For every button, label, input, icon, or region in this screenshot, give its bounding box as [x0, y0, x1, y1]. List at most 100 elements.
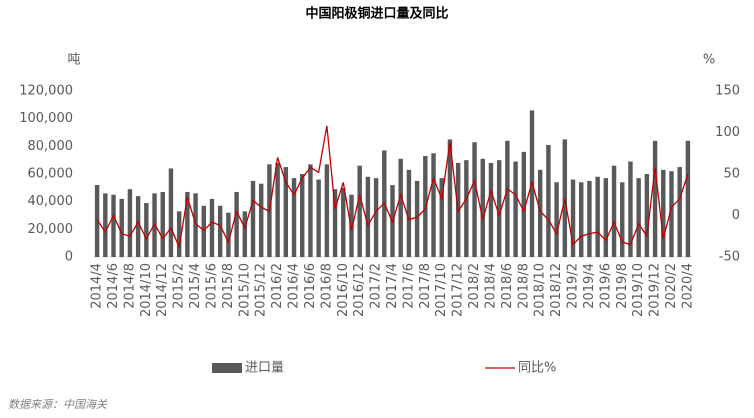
- bar: [144, 203, 149, 257]
- bar: [152, 193, 157, 257]
- bar: [464, 160, 469, 257]
- bar: [373, 178, 379, 257]
- x-tick-label: 2018/12: [549, 263, 564, 317]
- bar: [332, 189, 338, 257]
- y-tick-label: 20,000: [28, 222, 74, 237]
- x-tick-label: 2015/12: [254, 263, 269, 317]
- y-tick-label: 120,000: [19, 84, 73, 99]
- bar: [513, 161, 518, 257]
- x-tick-label: 2019/12: [648, 263, 663, 317]
- x-tick-label: 2019/2: [566, 263, 581, 309]
- bar: [669, 171, 674, 257]
- bar: [357, 165, 362, 257]
- bar: [291, 178, 297, 257]
- bar: [94, 185, 100, 257]
- bar: [406, 169, 412, 257]
- bar: [537, 169, 543, 257]
- x-tick-label: 2018/4: [483, 263, 498, 309]
- y-tick-label: 40,000: [28, 194, 74, 209]
- bar: [226, 212, 231, 257]
- y-tick-label: 100,000: [19, 111, 73, 126]
- x-tick-label: 2014/8: [122, 263, 137, 309]
- bar: [472, 142, 477, 257]
- y2-tick-label: -50: [719, 250, 740, 265]
- x-tick-label: 2014/4: [90, 263, 105, 309]
- bar: [439, 178, 444, 257]
- x-tick-label: 2019/4: [582, 263, 597, 309]
- bar: [546, 144, 551, 257]
- bar: [480, 158, 485, 257]
- bar: [275, 162, 280, 257]
- bar: [160, 191, 165, 257]
- x-tick-label: 2017/8: [418, 263, 433, 309]
- legend-swatch: [212, 363, 242, 373]
- y-tick-label: 60,000: [28, 167, 74, 182]
- x-tick-label: 2018/6: [500, 263, 515, 309]
- y2-tick-label: 150: [715, 84, 740, 99]
- bar: [661, 169, 666, 257]
- legend-label: 同比%: [518, 361, 556, 376]
- y2-tick-label: 50: [723, 167, 740, 182]
- y2-unit: %: [703, 53, 715, 68]
- x-tick-label: 2017/10: [434, 263, 449, 317]
- x-tick-label: 2018/8: [516, 263, 531, 309]
- y-tick-label: 80,000: [28, 139, 74, 154]
- bar: [135, 196, 141, 257]
- x-tick-label: 2016/12: [352, 263, 367, 317]
- bar: [636, 178, 641, 257]
- bar: [365, 176, 371, 257]
- bar: [488, 162, 494, 257]
- x-tick-label: 2017/4: [385, 263, 400, 309]
- x-tick-label: 2020/2: [664, 263, 679, 309]
- y2-tick-label: 0: [732, 208, 740, 223]
- line: [96, 125, 689, 250]
- y-tick-label: 0: [65, 250, 73, 265]
- x-tick-label: 2017/6: [401, 263, 416, 309]
- bar: [414, 180, 420, 257]
- x-tick-label: 2018/2: [467, 263, 482, 309]
- chart-title: 中国阳极铜进口量及同比: [305, 6, 448, 22]
- bar: [587, 180, 592, 257]
- bar: [185, 191, 190, 257]
- x-tick-label: 2016/8: [319, 263, 334, 309]
- bar: [300, 174, 305, 257]
- x-tick-label: 2015/4: [188, 263, 203, 309]
- bar: [496, 160, 502, 257]
- bar: [127, 189, 133, 257]
- x-tick-label: 2016/10: [336, 263, 351, 317]
- x-tick-label: 2019/10: [631, 263, 646, 317]
- bar: [242, 211, 248, 257]
- bar: [103, 193, 108, 257]
- bar: [595, 176, 600, 257]
- bar: [308, 164, 313, 257]
- x-tick-label: 2017/2: [369, 263, 384, 309]
- bar: [611, 165, 617, 257]
- y-unit: 吨: [67, 53, 80, 68]
- bar: [579, 182, 584, 257]
- bar: [176, 211, 182, 257]
- bar: [349, 194, 354, 257]
- bar: [644, 174, 650, 257]
- bar: [193, 193, 198, 257]
- bar: [603, 178, 609, 257]
- bar: [398, 158, 403, 257]
- bar: [685, 140, 691, 257]
- bar: [628, 161, 633, 257]
- x-tick-label: 2020/4: [680, 263, 695, 309]
- x-tick-label: 2015/10: [237, 263, 252, 317]
- bar: [209, 198, 215, 257]
- bar: [250, 180, 256, 257]
- bar: [324, 164, 330, 257]
- source: 数据来源：中国海关: [8, 398, 108, 411]
- x-tick-label: 2015/6: [204, 263, 219, 309]
- x-tick-label: 2014/6: [106, 263, 121, 309]
- bar: [554, 182, 559, 257]
- x-tick-label: 2019/6: [598, 263, 613, 309]
- bar: [570, 179, 576, 257]
- x-tick-label: 2018/10: [533, 263, 548, 317]
- bar: [620, 182, 625, 257]
- bar: [505, 140, 510, 257]
- bar: [234, 191, 239, 257]
- bar: [111, 194, 116, 257]
- bar: [677, 167, 682, 257]
